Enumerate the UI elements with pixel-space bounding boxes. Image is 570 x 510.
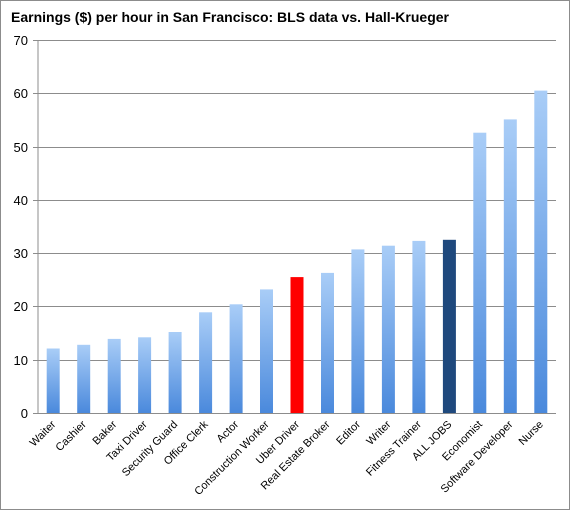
y-tick-label: 50 <box>14 140 28 155</box>
y-tick-label: 40 <box>14 193 28 208</box>
bar-office-clerk <box>199 312 213 413</box>
bar-nurse <box>534 90 548 413</box>
y-tick-label: 30 <box>14 246 28 261</box>
x-tick-label: Baker <box>90 418 119 447</box>
bar-actor <box>229 304 243 413</box>
bar-real-estate-broker <box>321 272 334 413</box>
bar-fitness-trainer <box>412 240 426 413</box>
bar-all-jobs <box>442 239 456 413</box>
y-tick-label: 70 <box>14 33 28 48</box>
x-tick-label: Editor <box>334 418 363 447</box>
bar-writer <box>381 245 395 413</box>
bar-waiter <box>46 348 60 413</box>
y-tick-label: 10 <box>14 353 28 368</box>
bar-security-guard <box>168 332 182 413</box>
y-tick-label: 20 <box>14 299 28 314</box>
x-tick-label: Actor <box>215 418 242 445</box>
chart-title: Earnings ($) per hour in San Francisco: … <box>11 9 449 25</box>
bar-economist <box>473 132 487 413</box>
bar-baker <box>107 338 121 413</box>
bar-editor <box>351 249 365 413</box>
bar-software-developer <box>503 119 517 414</box>
bar-taxi-driver <box>138 337 152 413</box>
bar-cashier <box>77 344 91 413</box>
x-tick-label: Nurse <box>517 419 546 448</box>
bar-construction-worker <box>260 289 273 413</box>
y-tick-label: 0 <box>21 406 28 421</box>
x-tick-label: Cashier <box>54 418 90 454</box>
x-tick-label: Writer <box>364 418 393 447</box>
bar-uber-driver <box>290 277 304 413</box>
y-tick-label: 60 <box>14 86 28 101</box>
